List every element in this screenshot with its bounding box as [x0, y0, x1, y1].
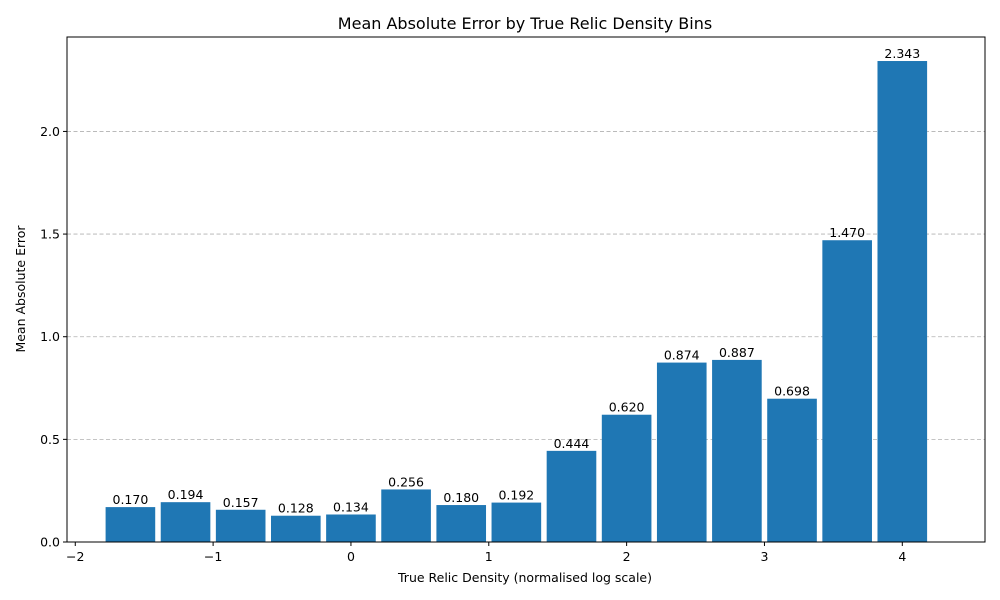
y-axis-label: Mean Absolute Error [13, 225, 28, 353]
bar-value-labels: 0.170 0.194 0.157 0.128 0.134 0.256 0.180 0.192… [113, 46, 921, 516]
bar [822, 240, 872, 543]
bar-value-label: 0.194 [168, 487, 204, 502]
bar [767, 398, 817, 542]
x-tick-label: 1 [485, 549, 493, 564]
bar [105, 507, 156, 542]
bar-value-label: 0.698 [774, 384, 810, 399]
bar [160, 502, 211, 542]
bar-value-label: 0.134 [333, 499, 369, 514]
bar-value-label: 0.180 [443, 490, 479, 505]
bar-value-label: 0.620 [609, 400, 645, 415]
x-tick-label: 2 [623, 549, 631, 564]
bar [381, 489, 431, 542]
y-tick-label: 0.5 [40, 432, 60, 447]
y-tick-label: 1.5 [40, 227, 60, 242]
bar [491, 502, 542, 542]
bar [326, 514, 376, 542]
x-tick-label: −1 [204, 549, 222, 564]
grid-lines [67, 131, 985, 440]
bar [601, 414, 652, 542]
bar [215, 509, 266, 542]
bar-value-label: 0.444 [554, 436, 590, 451]
bar-value-label: 0.170 [113, 492, 149, 507]
bar [877, 61, 928, 543]
bar-value-label: 0.887 [719, 345, 755, 360]
x-axis-label: True Relic Density (normalised log scale… [397, 570, 652, 585]
x-axis-ticks: −2 −1 0 1 2 3 4 [66, 542, 906, 564]
bar-value-label: 2.343 [884, 46, 920, 61]
bar-value-label: 1.470 [829, 225, 865, 240]
y-tick-label: 1.0 [40, 329, 60, 344]
x-tick-label: 4 [898, 549, 906, 564]
y-tick-label: 2.0 [40, 124, 60, 139]
bar-value-label: 0.192 [498, 488, 534, 503]
x-tick-label: 3 [760, 549, 768, 564]
bar-value-label: 0.128 [278, 501, 314, 516]
bar [546, 450, 597, 542]
x-tick-label: 0 [347, 549, 355, 564]
bar-value-label: 0.256 [388, 474, 424, 489]
bar-value-label: 0.157 [223, 495, 259, 510]
x-tick-label: −2 [66, 549, 84, 564]
bar [712, 359, 762, 542]
bars [105, 61, 928, 543]
chart-title: Mean Absolute Error by True Relic Densit… [338, 14, 712, 33]
plot-frame [66, 36, 986, 543]
y-axis-ticks: 0.0 0.5 1.0 1.5 2.0 [40, 124, 67, 550]
bar [271, 515, 321, 542]
bar [656, 362, 707, 542]
bar-value-label: 0.874 [664, 348, 700, 363]
y-tick-label: 0.0 [40, 535, 60, 550]
bar [436, 505, 487, 542]
